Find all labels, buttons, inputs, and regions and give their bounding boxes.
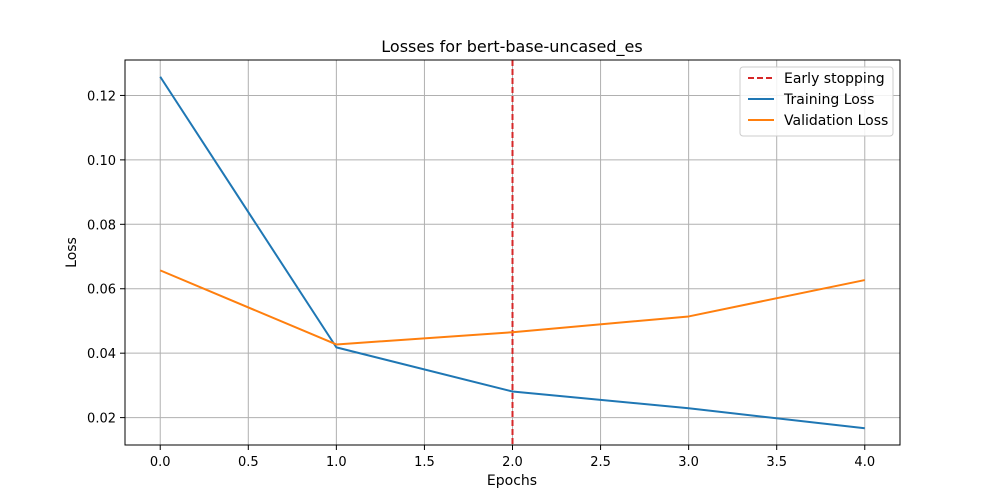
x-tick-label: 4.0 bbox=[854, 455, 875, 470]
x-axis-ticks: 0.0 0.5 1.0 1.5 2.0 2.5 3.0 3.5 4.0 bbox=[150, 445, 875, 470]
y-tick-label: 0.02 bbox=[87, 412, 116, 427]
series-layer bbox=[159, 76, 865, 430]
x-tick-label: 0.0 bbox=[150, 455, 171, 470]
x-tick-label: 2.5 bbox=[590, 455, 611, 470]
training-loss-line bbox=[159, 76, 865, 430]
y-tick-label: 0.12 bbox=[87, 89, 116, 104]
y-axis-label: Loss bbox=[64, 237, 80, 268]
x-tick-label: 3.0 bbox=[678, 455, 699, 470]
chart-title: Losses for bert-base-uncased_es bbox=[381, 37, 642, 57]
x-tick-label: 2.0 bbox=[502, 455, 523, 470]
legend: Early stopping Training Loss Validation Lo… bbox=[739, 66, 894, 137]
x-tick-label: 3.5 bbox=[766, 455, 787, 470]
y-tick-label: 0.10 bbox=[87, 154, 116, 169]
legend-label-early-stopping: Early stopping bbox=[784, 71, 885, 87]
y-tick-label: 0.08 bbox=[87, 218, 116, 233]
legend-label-validation-loss: Validation Loss bbox=[784, 113, 888, 129]
y-axis-ticks: 0.02 0.04 0.06 0.08 0.10 0.12 bbox=[87, 89, 125, 427]
y-tick-label: 0.06 bbox=[87, 283, 116, 298]
x-tick-label: 1.0 bbox=[326, 455, 347, 470]
legend-label-training-loss: Training Loss bbox=[783, 92, 874, 108]
x-tick-label: 0.5 bbox=[238, 455, 259, 470]
x-tick-label: 1.5 bbox=[414, 455, 435, 470]
y-tick-label: 0.04 bbox=[87, 347, 116, 362]
legend-box bbox=[739, 66, 894, 137]
validation-loss-line bbox=[159, 269, 865, 346]
x-axis-label: Epochs bbox=[487, 473, 537, 489]
